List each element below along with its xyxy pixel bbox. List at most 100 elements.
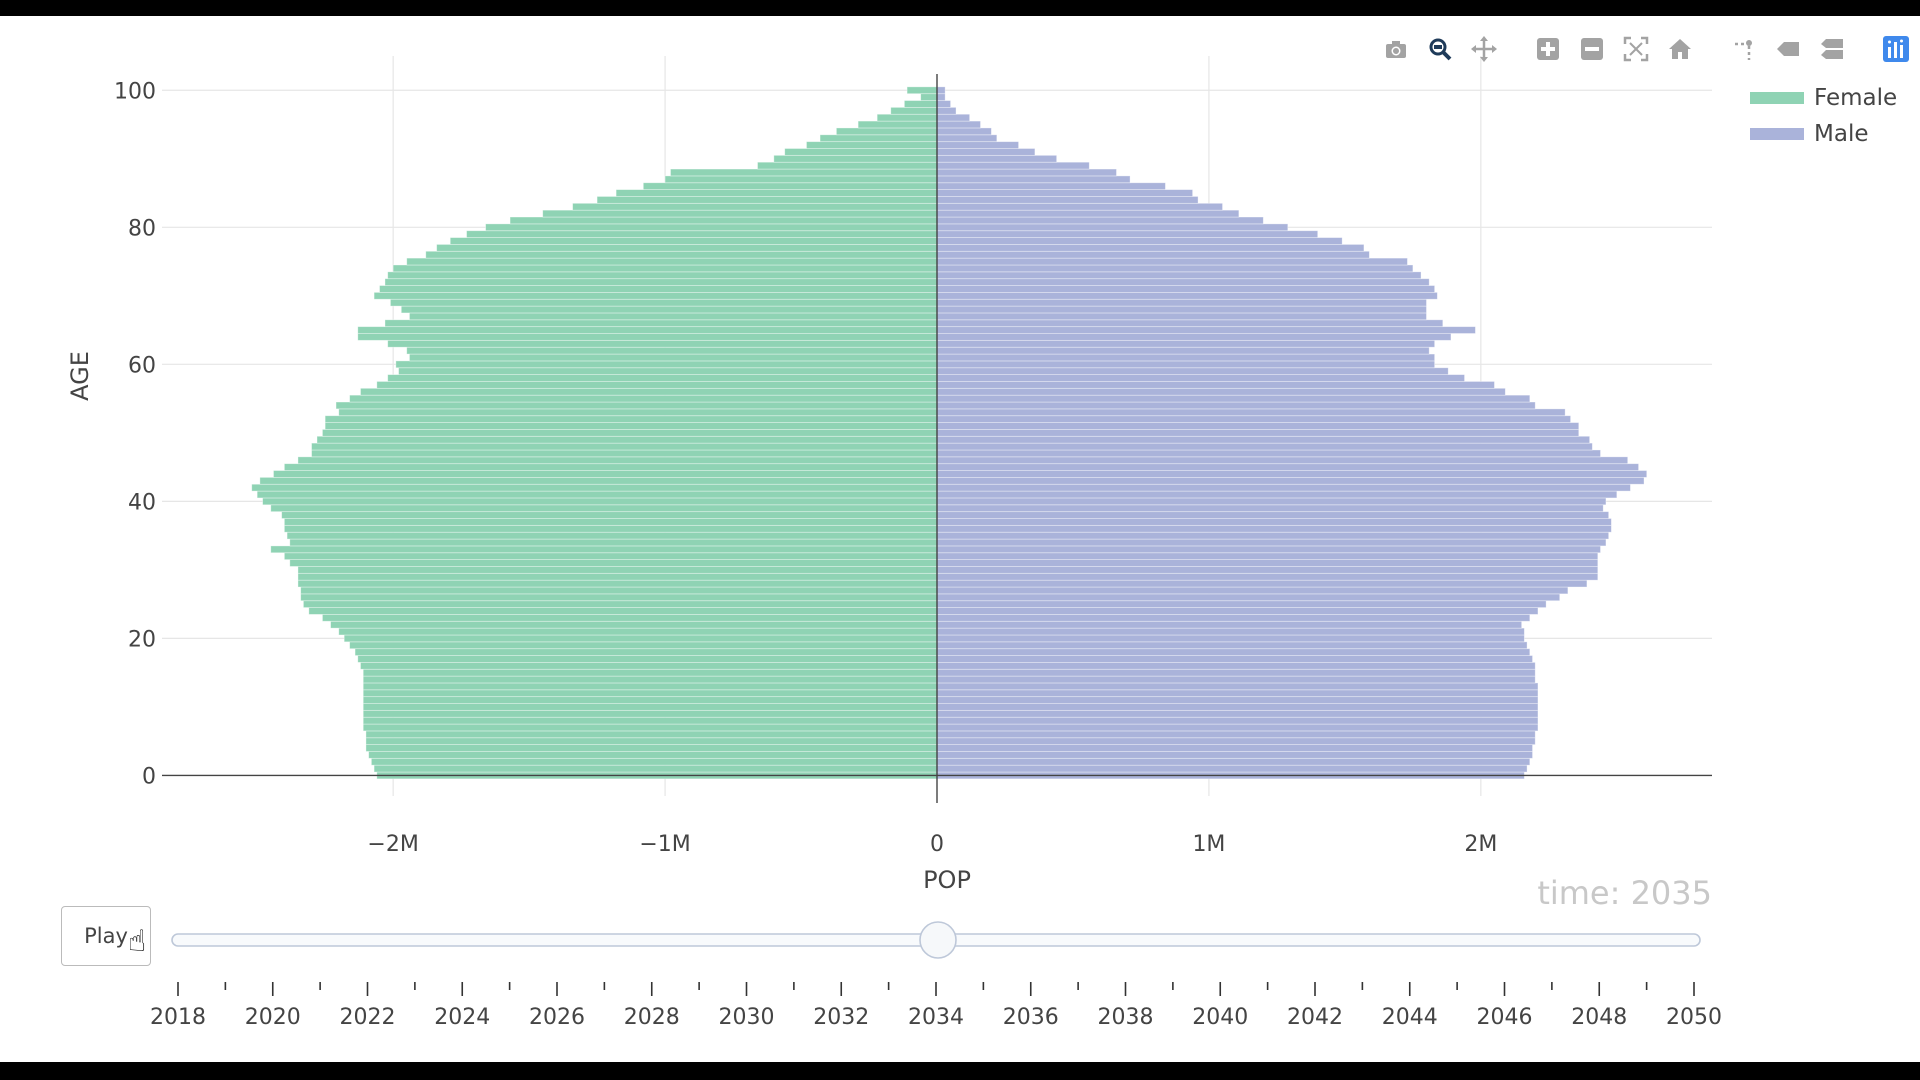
- bar-male-age-22[interactable]: [936, 620, 1523, 629]
- bar-male-age-70[interactable]: [936, 291, 1438, 300]
- bar-male-age-63[interactable]: [936, 339, 1436, 348]
- bar-female-age-54[interactable]: [335, 401, 938, 410]
- bar-female-age-81[interactable]: [509, 216, 938, 225]
- bar-male-age-7[interactable]: [936, 723, 1539, 732]
- bar-male-age-61[interactable]: [936, 353, 1436, 362]
- bar-male-age-10[interactable]: [936, 703, 1539, 711]
- bar-male-age-69[interactable]: [936, 298, 1427, 307]
- slider-tick-label[interactable]: 2048: [1571, 1005, 1627, 1030]
- bar-male-age-77[interactable]: [936, 244, 1365, 252]
- bar-female-age-47[interactable]: [311, 449, 938, 458]
- bar-female-age-57[interactable]: [376, 381, 938, 389]
- bar-female-age-13[interactable]: [362, 682, 938, 691]
- bar-female-age-12[interactable]: [362, 689, 938, 698]
- bar-male-age-42[interactable]: [936, 483, 1631, 492]
- bar-female-age-43[interactable]: [259, 476, 938, 485]
- bar-male-age-24[interactable]: [936, 607, 1539, 615]
- bar-male-age-76[interactable]: [936, 250, 1370, 259]
- bar-female-age-87[interactable]: [664, 175, 938, 184]
- bar-male-age-96[interactable]: [936, 113, 971, 122]
- bar-male-age-95[interactable]: [936, 120, 981, 129]
- bar-male-age-26[interactable]: [936, 593, 1561, 602]
- bar-male-age-84[interactable]: [936, 196, 1199, 204]
- bar-female-age-33[interactable]: [270, 545, 938, 554]
- hover-closest-button[interactable]: [1772, 36, 1804, 66]
- bar-male-age-71[interactable]: [936, 285, 1436, 293]
- bar-female-age-75[interactable]: [406, 257, 938, 266]
- bar-female-age-66[interactable]: [384, 319, 938, 328]
- bar-male-age-3[interactable]: [936, 751, 1533, 759]
- bar-female-age-85[interactable]: [615, 189, 938, 197]
- slider-tick-label[interactable]: 2020: [245, 1005, 301, 1030]
- bar-male-age-94[interactable]: [936, 127, 992, 136]
- bar-female-age-26[interactable]: [300, 593, 938, 602]
- bar-female-age-21[interactable]: [338, 627, 938, 636]
- bar-male-age-30[interactable]: [936, 566, 1599, 574]
- bar-male-age-86[interactable]: [936, 182, 1166, 191]
- bar-female-age-23[interactable]: [322, 614, 938, 622]
- bar-female-age-28[interactable]: [297, 579, 938, 588]
- home-button[interactable]: [1664, 36, 1696, 66]
- bar-male-age-98[interactable]: [936, 100, 951, 108]
- bar-female-age-25[interactable]: [303, 600, 938, 608]
- slider-tick-label[interactable]: 2046: [1477, 1005, 1533, 1030]
- bar-female-age-59[interactable]: [398, 367, 938, 376]
- bar-female-age-92[interactable]: [806, 141, 938, 149]
- bar-male-age-52[interactable]: [936, 415, 1571, 423]
- bar-female-age-72[interactable]: [384, 278, 938, 286]
- slider-tick-label[interactable]: 2024: [434, 1005, 490, 1030]
- bar-male-age-12[interactable]: [936, 689, 1539, 698]
- bar-female-age-53[interactable]: [338, 408, 938, 417]
- bar-female-age-93[interactable]: [819, 134, 938, 143]
- bar-male-age-47[interactable]: [936, 449, 1601, 458]
- bar-male-age-73[interactable]: [936, 271, 1422, 280]
- slider-tick-label[interactable]: 2022: [340, 1005, 396, 1030]
- bar-male-age-79[interactable]: [936, 230, 1319, 238]
- bar-female-age-99[interactable]: [920, 93, 938, 101]
- bar-male-age-11[interactable]: [936, 696, 1539, 704]
- bar-female-age-80[interactable]: [485, 223, 938, 232]
- bar-female-age-46[interactable]: [297, 456, 938, 465]
- slider-tick-label[interactable]: 2018: [150, 1005, 206, 1030]
- bar-female-age-15[interactable]: [362, 668, 938, 677]
- bar-male-age-91[interactable]: [936, 148, 1036, 156]
- slider-tick-label[interactable]: 2028: [624, 1005, 680, 1030]
- bar-female-age-76[interactable]: [425, 250, 938, 259]
- bar-female-age-49[interactable]: [316, 435, 938, 444]
- bar-female-age-20[interactable]: [343, 634, 938, 643]
- bar-female-age-30[interactable]: [297, 566, 938, 574]
- bar-female-age-39[interactable]: [270, 504, 938, 513]
- bar-male-age-72[interactable]: [936, 278, 1430, 286]
- bar-male-age-18[interactable]: [936, 648, 1531, 656]
- bar-female-age-90[interactable]: [773, 154, 938, 163]
- bar-female-age-11[interactable]: [362, 696, 938, 704]
- bar-female-age-74[interactable]: [392, 264, 938, 273]
- bar-male-age-49[interactable]: [936, 435, 1591, 444]
- bar-male-age-39[interactable]: [936, 504, 1604, 513]
- slider-handle[interactable]: [919, 921, 957, 959]
- bar-female-age-10[interactable]: [362, 703, 938, 711]
- bar-female-age-40[interactable]: [262, 497, 938, 506]
- spike-lines-button[interactable]: [1728, 36, 1760, 66]
- slider-tick-label[interactable]: 2050: [1666, 1005, 1722, 1030]
- slider-tick-label[interactable]: 2032: [813, 1005, 869, 1030]
- bar-female-age-16[interactable]: [360, 661, 938, 670]
- slider-tick-label[interactable]: 2042: [1287, 1005, 1343, 1030]
- slider-tick-label[interactable]: 2034: [908, 1005, 964, 1030]
- bar-female-age-96[interactable]: [876, 113, 938, 122]
- bar-male-age-6[interactable]: [936, 730, 1536, 739]
- bar-male-age-82[interactable]: [936, 209, 1240, 218]
- bar-female-age-69[interactable]: [390, 298, 938, 307]
- bar-male-age-59[interactable]: [936, 367, 1449, 376]
- bar-female-age-89[interactable]: [757, 161, 938, 170]
- bar-male-age-93[interactable]: [936, 134, 998, 143]
- bar-male-age-62[interactable]: [936, 346, 1430, 355]
- bar-female-age-27[interactable]: [300, 586, 938, 595]
- bar-male-age-97[interactable]: [936, 106, 957, 115]
- bar-male-age-44[interactable]: [936, 470, 1648, 478]
- bar-female-age-67[interactable]: [409, 312, 938, 321]
- bar-female-age-18[interactable]: [354, 648, 938, 656]
- bar-male-age-13[interactable]: [936, 682, 1539, 691]
- bar-female-age-36[interactable]: [283, 524, 938, 533]
- bar-male-age-41[interactable]: [936, 490, 1618, 499]
